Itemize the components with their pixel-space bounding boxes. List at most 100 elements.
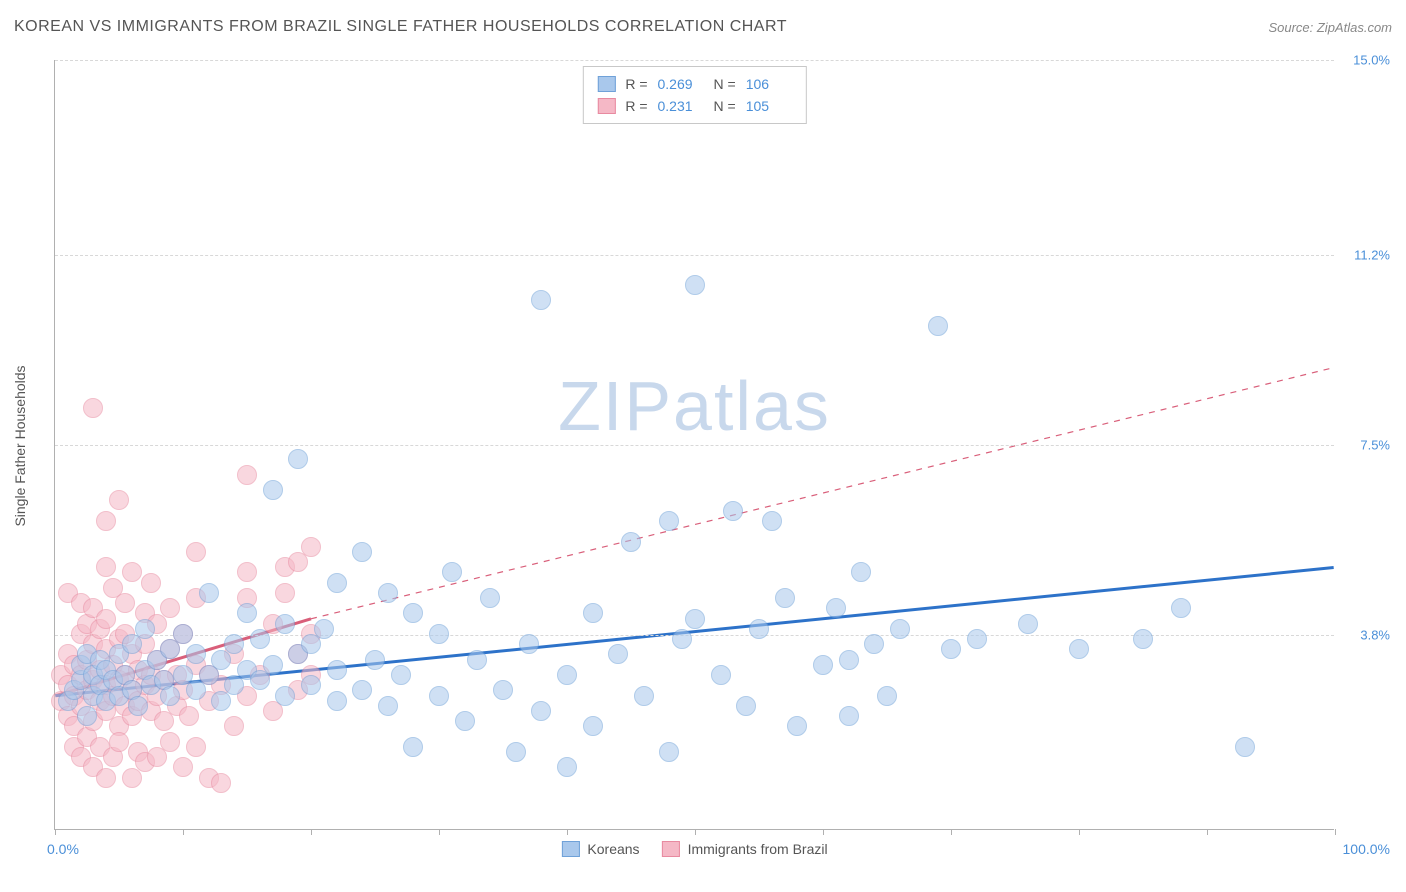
scatter-point-blue bbox=[403, 737, 423, 757]
scatter-point-blue bbox=[506, 742, 526, 762]
scatter-point-blue bbox=[1235, 737, 1255, 757]
scatter-point-pink bbox=[237, 465, 257, 485]
scatter-point-blue bbox=[263, 480, 283, 500]
scatter-point-blue bbox=[429, 624, 449, 644]
scatter-point-pink bbox=[109, 732, 129, 752]
ytick-label: 7.5% bbox=[1360, 438, 1390, 453]
legend: Koreans Immigrants from Brazil bbox=[561, 841, 827, 857]
n-value: 105 bbox=[746, 95, 792, 117]
scatter-point-blue bbox=[1171, 598, 1191, 618]
scatter-point-blue bbox=[557, 757, 577, 777]
plot-area: ZIPatlas R = 0.269 N = 106 R = 0.231 N =… bbox=[54, 60, 1334, 830]
scatter-point-blue bbox=[467, 650, 487, 670]
legend-item: Immigrants from Brazil bbox=[662, 841, 828, 857]
scatter-point-pink bbox=[83, 398, 103, 418]
xtick bbox=[695, 829, 696, 835]
scatter-point-pink bbox=[96, 557, 116, 577]
scatter-point-blue bbox=[826, 598, 846, 618]
scatter-point-blue bbox=[928, 316, 948, 336]
scatter-point-blue bbox=[583, 603, 603, 623]
scatter-point-pink bbox=[237, 562, 257, 582]
source-label: Source: ZipAtlas.com bbox=[1268, 20, 1392, 35]
swatch-blue bbox=[561, 841, 579, 857]
xtick bbox=[1079, 829, 1080, 835]
r-label: R = bbox=[625, 95, 647, 117]
stats-row: R = 0.231 N = 105 bbox=[597, 95, 791, 117]
legend-item: Koreans bbox=[561, 841, 639, 857]
scatter-point-blue bbox=[237, 603, 257, 623]
xtick bbox=[311, 829, 312, 835]
gridline bbox=[55, 60, 1334, 61]
scatter-point-blue bbox=[723, 501, 743, 521]
scatter-point-blue bbox=[493, 680, 513, 700]
xtick bbox=[567, 829, 568, 835]
scatter-point-blue bbox=[749, 619, 769, 639]
scatter-point-blue bbox=[160, 686, 180, 706]
scatter-point-blue bbox=[314, 619, 334, 639]
scatter-point-pink bbox=[160, 732, 180, 752]
scatter-point-pink bbox=[141, 573, 161, 593]
scatter-point-blue bbox=[365, 650, 385, 670]
scatter-point-blue bbox=[429, 686, 449, 706]
scatter-point-blue bbox=[608, 644, 628, 664]
scatter-point-blue bbox=[877, 686, 897, 706]
scatter-point-blue bbox=[263, 655, 283, 675]
stats-box: R = 0.269 N = 106 R = 0.231 N = 105 bbox=[582, 66, 806, 124]
gridline bbox=[55, 255, 1334, 256]
scatter-point-blue bbox=[301, 675, 321, 695]
scatter-point-blue bbox=[1069, 639, 1089, 659]
trendline bbox=[311, 368, 1334, 619]
scatter-point-blue bbox=[531, 701, 551, 721]
scatter-point-blue bbox=[327, 660, 347, 680]
scatter-point-blue bbox=[864, 634, 884, 654]
scatter-point-pink bbox=[186, 737, 206, 757]
ytick-label: 11.2% bbox=[1354, 248, 1390, 263]
scatter-point-blue bbox=[519, 634, 539, 654]
r-value: 0.231 bbox=[658, 95, 704, 117]
scatter-point-blue bbox=[391, 665, 411, 685]
scatter-point-blue bbox=[967, 629, 987, 649]
scatter-point-blue bbox=[736, 696, 756, 716]
scatter-point-blue bbox=[186, 644, 206, 664]
scatter-point-blue bbox=[775, 588, 795, 608]
scatter-point-blue bbox=[480, 588, 500, 608]
legend-label: Koreans bbox=[587, 841, 639, 857]
scatter-point-pink bbox=[301, 537, 321, 557]
scatter-point-pink bbox=[179, 706, 199, 726]
scatter-point-blue bbox=[378, 696, 398, 716]
scatter-point-blue bbox=[224, 634, 244, 654]
scatter-point-blue bbox=[557, 665, 577, 685]
scatter-point-blue bbox=[672, 629, 692, 649]
scatter-point-blue bbox=[583, 716, 603, 736]
legend-label: Immigrants from Brazil bbox=[688, 841, 828, 857]
scatter-point-blue bbox=[813, 655, 833, 675]
swatch-pink bbox=[662, 841, 680, 857]
r-value: 0.269 bbox=[658, 73, 704, 95]
scatter-point-blue bbox=[839, 706, 859, 726]
scatter-point-blue bbox=[1133, 629, 1153, 649]
scatter-point-pink bbox=[160, 598, 180, 618]
scatter-point-blue bbox=[531, 290, 551, 310]
gridline bbox=[55, 445, 1334, 446]
stats-row: R = 0.269 N = 106 bbox=[597, 73, 791, 95]
ytick-label: 3.8% bbox=[1360, 627, 1390, 642]
scatter-point-blue bbox=[711, 665, 731, 685]
scatter-point-blue bbox=[199, 583, 219, 603]
n-label: N = bbox=[714, 73, 736, 95]
scatter-point-blue bbox=[1018, 614, 1038, 634]
xtick bbox=[823, 829, 824, 835]
scatter-point-pink bbox=[115, 593, 135, 613]
scatter-point-pink bbox=[224, 716, 244, 736]
scatter-point-pink bbox=[122, 562, 142, 582]
scatter-point-blue bbox=[787, 716, 807, 736]
n-value: 106 bbox=[746, 73, 792, 95]
xaxis-min-label: 0.0% bbox=[47, 841, 79, 857]
scatter-point-blue bbox=[455, 711, 475, 731]
scatter-point-blue bbox=[352, 680, 372, 700]
xtick bbox=[55, 829, 56, 835]
scatter-point-blue bbox=[327, 691, 347, 711]
scatter-point-pink bbox=[173, 757, 193, 777]
scatter-point-blue bbox=[762, 511, 782, 531]
scatter-point-blue bbox=[685, 275, 705, 295]
scatter-point-blue bbox=[659, 511, 679, 531]
